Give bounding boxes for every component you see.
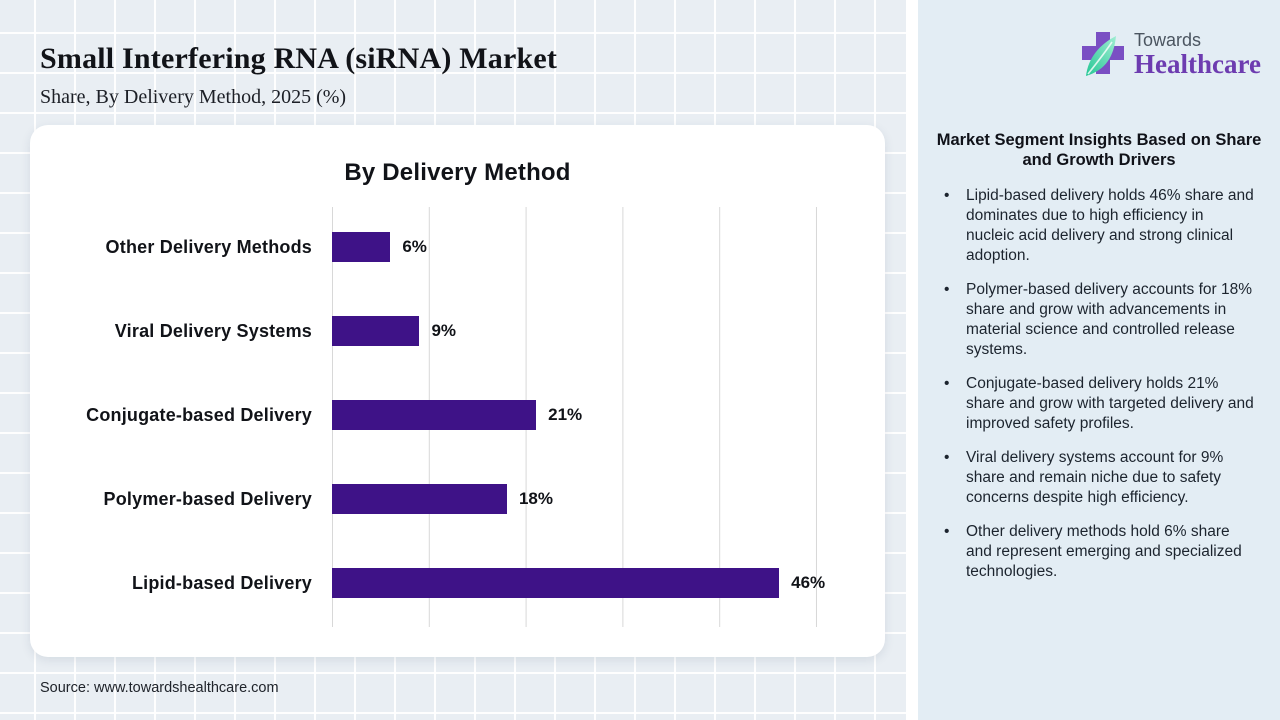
bar xyxy=(332,484,507,514)
page-subtitle: Share, By Delivery Method, 2025 (%) xyxy=(40,86,347,108)
category-label: Viral Delivery Systems xyxy=(114,320,312,341)
value-label: 6% xyxy=(402,237,427,256)
source-note: Source: www.towardshealthcare.com xyxy=(40,680,279,696)
towards-healthcare-logo: Towards Healthcare xyxy=(1078,28,1261,80)
page-title: Small Interfering RNA (siRNA) Market xyxy=(40,42,558,75)
chart-row: Lipid-based Delivery 46% xyxy=(30,541,885,625)
insight-bullet: Polymer-based delivery accounts for 18% … xyxy=(918,280,1254,360)
bar xyxy=(332,316,420,346)
bar-area: 9% xyxy=(332,316,818,346)
bar-area: 18% xyxy=(332,484,818,514)
chart-card: By Delivery Method Other Delivery Method… xyxy=(30,125,885,657)
bar-area: 21% xyxy=(332,400,818,430)
value-label: 9% xyxy=(431,321,457,340)
chart-row: Polymer-based Delivery 18% xyxy=(30,457,885,541)
main-panel: Small Interfering RNA (siRNA) Market Sha… xyxy=(0,0,906,720)
insight-bullet: Lipid-based delivery holds 46% share and… xyxy=(918,186,1254,266)
sidebar-bullet-list: Lipid-based delivery holds 46% share and… xyxy=(918,186,1280,596)
chart-rows: Other Delivery Methods 6% Viral Delivery S… xyxy=(30,205,885,625)
value-label: 21% xyxy=(548,405,583,424)
logo-healthcare-text: Healthcare xyxy=(1134,49,1261,79)
panel-divider xyxy=(906,0,918,720)
healthcare-cross-leaf-icon xyxy=(1082,32,1124,76)
category-label: Conjugate-based Delivery xyxy=(86,404,312,425)
chart-row: Other Delivery Methods 6% xyxy=(30,205,885,289)
category-label: Other Delivery Methods xyxy=(105,236,312,257)
value-label: 46% xyxy=(791,573,826,592)
value-label: 18% xyxy=(518,489,553,508)
sidebar-heading: Market Segment Insights Based on Share a… xyxy=(936,131,1262,169)
logo-towards-text: Towards xyxy=(1134,30,1202,50)
insight-bullet: Conjugate-based delivery holds 21% share… xyxy=(918,374,1254,434)
insight-bullet: Viral delivery systems account for 9% sh… xyxy=(918,448,1254,508)
chart-row: Viral Delivery Systems 9% xyxy=(30,289,885,373)
category-label: Polymer-based Delivery xyxy=(103,488,312,509)
category-label: Lipid-based Delivery xyxy=(131,572,312,593)
bar-area: 6% xyxy=(332,232,818,262)
bar-area: 46% xyxy=(332,568,825,598)
chart-title: By Delivery Method xyxy=(344,159,571,186)
bar xyxy=(332,232,391,262)
insight-bullet: Other delivery methods hold 6% share and… xyxy=(918,522,1254,582)
logo-text: Towards Healthcare xyxy=(1134,30,1261,78)
insights-sidebar: Towards Healthcare Market Segment Insigh… xyxy=(918,0,1280,720)
chart-row: Conjugate-based Delivery 21% xyxy=(30,373,885,457)
bar xyxy=(332,568,780,598)
bar xyxy=(332,400,537,430)
